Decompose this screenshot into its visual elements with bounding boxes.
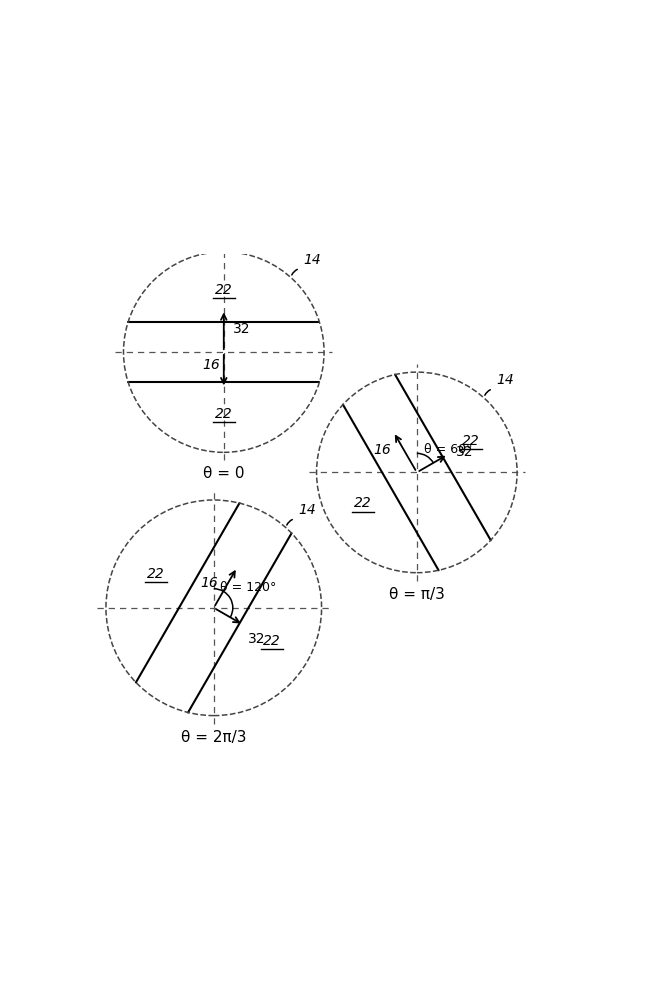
Circle shape — [124, 252, 324, 452]
Polygon shape — [188, 533, 322, 716]
Text: θ = π/3: θ = π/3 — [389, 587, 444, 602]
Text: 14: 14 — [496, 373, 514, 387]
Text: θ = 60°: θ = 60° — [424, 443, 473, 456]
Text: θ = 0: θ = 0 — [203, 466, 245, 481]
Text: 14: 14 — [303, 253, 321, 267]
Polygon shape — [128, 382, 320, 452]
Polygon shape — [128, 252, 320, 322]
Text: 22: 22 — [147, 567, 165, 581]
Text: θ = 2π/3: θ = 2π/3 — [181, 730, 247, 745]
Text: 22: 22 — [354, 496, 372, 510]
Text: 16: 16 — [202, 358, 220, 372]
Circle shape — [106, 500, 322, 716]
Text: θ = 120°: θ = 120° — [220, 581, 276, 594]
Polygon shape — [316, 405, 439, 573]
Circle shape — [316, 372, 517, 573]
Polygon shape — [395, 372, 517, 540]
Text: 16: 16 — [200, 576, 218, 590]
Text: 32: 32 — [233, 322, 250, 336]
Polygon shape — [106, 500, 239, 682]
Text: 22: 22 — [215, 283, 233, 297]
Text: 32: 32 — [455, 445, 473, 459]
Text: 22: 22 — [263, 634, 281, 648]
Text: 14: 14 — [298, 503, 316, 517]
Text: 22: 22 — [215, 407, 233, 421]
Text: 22: 22 — [462, 434, 479, 448]
Text: 16: 16 — [374, 443, 391, 457]
Text: 32: 32 — [248, 632, 266, 646]
